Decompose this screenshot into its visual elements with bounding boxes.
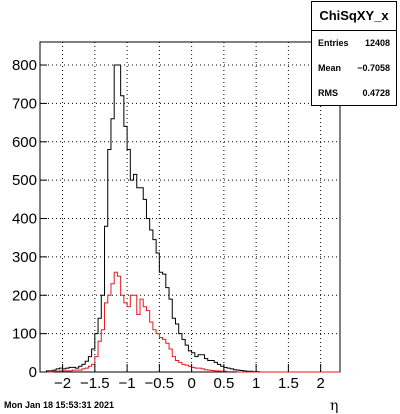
stats-row-rms: RMS 0.4728 xyxy=(312,81,396,106)
x-axis-label: η xyxy=(330,398,339,414)
stats-box: ChiSqXY_x Entries 12408 Mean −0.7058 RMS… xyxy=(311,1,397,106)
stats-row-mean: Mean −0.7058 xyxy=(312,56,396,81)
x-tick-label: 2 xyxy=(316,375,324,392)
x-tick-label: −0.5 xyxy=(145,375,175,392)
x-tick-label: 1.5 xyxy=(278,375,299,392)
y-tick-label: 500 xyxy=(12,172,37,189)
x-tick-label: 0 xyxy=(187,375,195,392)
y-tick-label: 100 xyxy=(12,326,37,343)
y-tick-label: 0 xyxy=(29,364,37,381)
x-tick-label: 0.5 xyxy=(213,375,234,392)
stats-value: 12408 xyxy=(364,38,390,48)
x-tick-label: −1 xyxy=(119,375,136,392)
y-tick-label: 200 xyxy=(12,287,37,304)
y-axis-ticks: 0 100 200 300 400 500 600 700 800 xyxy=(12,57,47,381)
stats-label: RMS xyxy=(318,88,338,98)
x-tick-label: −2 xyxy=(54,375,71,392)
x-tick-label: −1.5 xyxy=(80,375,110,392)
y-tick-label: 700 xyxy=(12,95,37,112)
x-tick-label: 1 xyxy=(252,375,260,392)
y-tick-label: 800 xyxy=(12,57,37,74)
y-tick-label: 600 xyxy=(12,134,37,151)
y-tick-label: 400 xyxy=(12,211,37,228)
datestamp: Mon Jan 18 15:53:31 2021 xyxy=(4,400,115,410)
y-tick-label: 300 xyxy=(12,249,37,266)
stats-value: 0.4728 xyxy=(362,88,390,98)
stats-label: Mean xyxy=(318,63,342,73)
stats-value: −0.7058 xyxy=(357,63,390,73)
stats-row-entries: Entries 12408 xyxy=(312,31,396,56)
histogram-series xyxy=(40,64,340,373)
plot-frame xyxy=(39,41,341,373)
x-axis-ticks: −2 −1.5 −1 −0.5 0 0.5 1 1.5 2 xyxy=(54,364,325,392)
histogram-series-1 xyxy=(40,271,340,373)
stats-title: ChiSqXY_x xyxy=(312,2,396,31)
stats-label: Entries xyxy=(318,38,349,48)
